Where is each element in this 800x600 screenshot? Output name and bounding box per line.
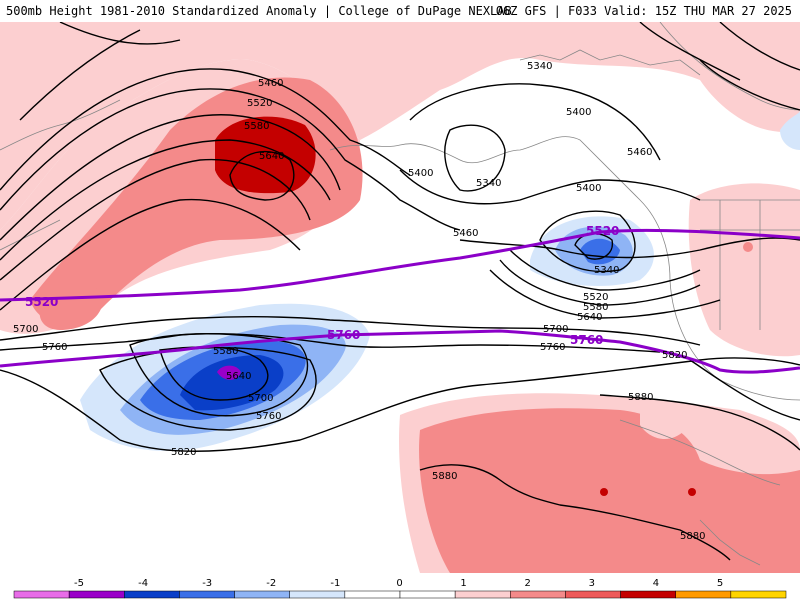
model-run-info: 06Z GFS | F033 Valid: 15Z THU MAR 27 202… — [495, 4, 792, 18]
highlight-contours — [0, 228, 800, 374]
legend-tick-label: -1 — [330, 578, 340, 589]
contour-label: 5820 — [662, 350, 687, 361]
legend-swatch — [13, 590, 70, 599]
title-bar: 500mb Height 1981-2010 Standardized Anom… — [0, 0, 800, 22]
coastlines — [0, 21, 800, 566]
contour-label: 5460 — [258, 78, 283, 89]
legend-swatch — [675, 590, 732, 599]
contour-label: 5640 — [577, 312, 602, 323]
contour-label: 5760 — [42, 342, 67, 353]
legend-color-bar — [13, 590, 787, 599]
contour-label: 5520 — [247, 98, 272, 109]
legend-swatch — [454, 590, 511, 599]
contour-label: 5700 — [248, 393, 273, 404]
contour-label: 5460 — [627, 147, 652, 158]
negative-anomaly-shading — [80, 110, 800, 451]
contour-label: 5580 — [244, 121, 269, 132]
legend-tick-label: 2 — [525, 578, 531, 589]
legend-tick-label: 1 — [460, 578, 466, 589]
legend-tick-label: 0 — [396, 578, 402, 589]
legend-swatch — [179, 590, 235, 599]
legend-swatch — [399, 590, 456, 599]
legend-swatch — [510, 590, 566, 599]
contour-label: 5340 — [594, 265, 619, 276]
contour-label: 5700 — [13, 324, 38, 335]
contour-label: 5880 — [628, 392, 653, 403]
contour-label: 5400 — [408, 168, 433, 179]
legend-tick-label: -2 — [266, 578, 276, 589]
legend-tick-label: -4 — [138, 578, 148, 589]
map-title: 500mb Height 1981-2010 Standardized Anom… — [6, 4, 512, 18]
highlight-label: 5520 — [25, 295, 58, 309]
contour-label: 5520 — [583, 292, 608, 303]
legend-tick-label: -5 — [74, 578, 84, 589]
contour-label: 5400 — [566, 107, 591, 118]
legend-swatch — [68, 590, 125, 599]
highlight-label: 5760 — [327, 328, 360, 342]
anomaly-map: 5460 5520 5580 5640 5340 5400 5340 5400 … — [0, 21, 800, 573]
legend-tick-label: 3 — [589, 578, 595, 589]
contour-label: 5640 — [226, 371, 251, 382]
contour-label: 5760 — [256, 411, 281, 422]
highlight-label: 5760 — [570, 333, 603, 347]
contour-label: 5700 — [543, 324, 568, 335]
contour-label: 5340 — [527, 61, 552, 72]
legend-tick-label: 5 — [717, 578, 723, 589]
legend-swatch — [565, 590, 621, 599]
height-contours — [0, 21, 800, 561]
legend-ticks: -5 -4 -3 -2 -1 0 1 2 3 4 5 — [74, 578, 723, 589]
legend-swatch — [730, 590, 787, 599]
legend-swatch — [620, 590, 676, 599]
legend-tick-label: -3 — [202, 578, 212, 589]
contour-labels: 5460 5520 5580 5640 5340 5400 5340 5400 … — [13, 61, 705, 542]
contour-label: 5460 — [453, 228, 478, 239]
contour-label: 5580 — [583, 302, 608, 313]
contour-label: 5760 — [540, 342, 565, 353]
contour-label: 5880 — [432, 471, 457, 482]
highlight-labels: 5520 5520 5760 5760 — [25, 224, 619, 347]
legend-swatch — [124, 590, 180, 599]
legend-swatch — [289, 590, 346, 599]
contour-label: 5820 — [171, 447, 196, 458]
color-legend: -5 -4 -3 -2 -1 0 1 2 3 4 5 — [0, 573, 800, 600]
contour-label: 5340 — [476, 178, 501, 189]
highlight-label: 5520 — [586, 224, 619, 238]
contour-label: 5880 — [680, 531, 705, 542]
legend-swatch — [344, 590, 401, 599]
contour-label: 5580 — [213, 346, 238, 357]
contour-label: 5400 — [576, 183, 601, 194]
legend-swatch — [234, 590, 290, 599]
contour-label: 5640 — [259, 151, 284, 162]
legend-tick-label: 4 — [653, 578, 659, 589]
